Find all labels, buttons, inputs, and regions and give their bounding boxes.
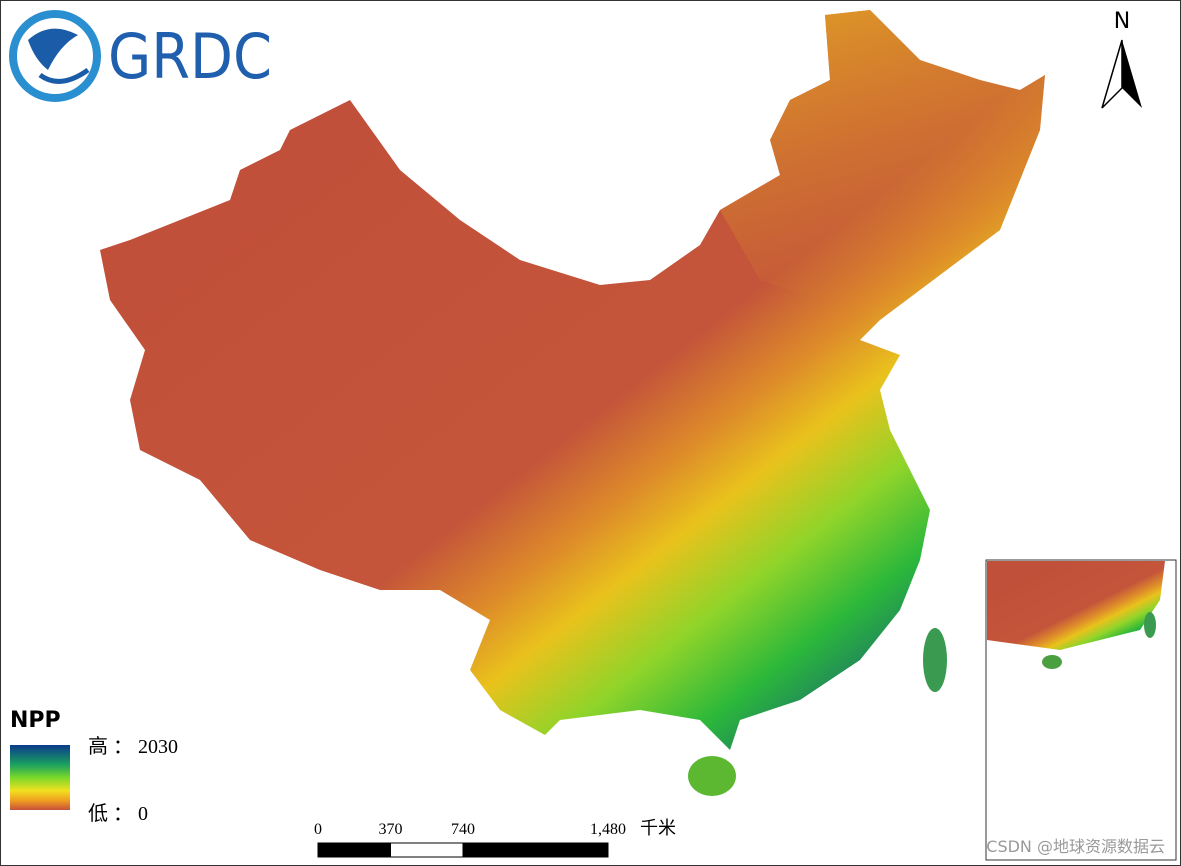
legend-title: NPP [10, 708, 61, 733]
scale-bar: 0 370 740 1,480 千米 [314, 818, 676, 858]
northeast-region [720, 10, 1045, 320]
scale-label: 740 [451, 821, 475, 838]
inset-map [987, 561, 1165, 650]
scale-label: 1,480 [590, 821, 626, 838]
inset-hainan [1042, 655, 1062, 669]
logo-text: GRDC [108, 20, 272, 93]
scale-segment [317, 842, 391, 858]
legend-low: 低 ： 0 [88, 802, 148, 825]
logo [9, 10, 101, 102]
north-arrow-right [1122, 40, 1142, 108]
legend-ramp [10, 745, 70, 810]
watermark: CSDN @地球资源数据云 [986, 837, 1165, 856]
hainan [688, 756, 736, 796]
scale-unit: 千米 [640, 818, 676, 839]
scale-label: 0 [314, 821, 322, 838]
legend-high: 高 ： 2030 [88, 735, 178, 758]
inset-taiwan [1144, 612, 1156, 638]
scale-segment [390, 842, 464, 858]
taiwan [923, 628, 947, 692]
north-label: N [1114, 9, 1130, 34]
scale-segment [462, 842, 609, 858]
scale-label: 370 [379, 821, 403, 838]
